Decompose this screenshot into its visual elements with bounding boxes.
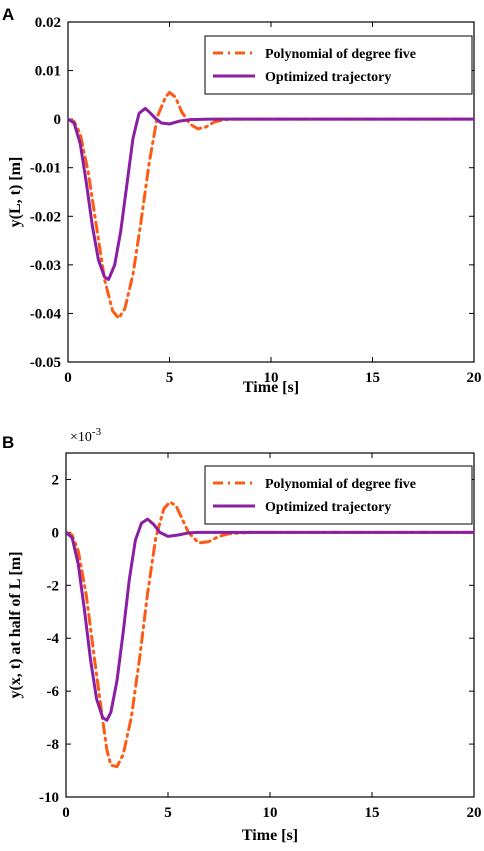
y-tick-label: 2 [52,472,60,488]
y-tick-label: 0.02 [35,15,61,31]
x-tick-label: 15 [365,370,380,386]
x-tick-label: 5 [166,370,174,386]
x-tick-label: 10 [264,370,279,386]
panel-letter: A [2,5,14,24]
y-axis-multiplier-base: ×10 [70,430,92,445]
legend: Polynomial of degree five Optimized traje… [204,35,473,95]
y-axis-label: y(L, t) [m] [7,157,24,228]
y-axis-multiplier-exponent: -3 [92,426,102,438]
x-tick-label: 0 [62,805,70,821]
panel-letter: B [2,433,14,452]
chart-panel-a: A 0.020.010-0.01-0.02-0.03-0.04-0.050 5 10 1… [2,5,482,396]
y-tick-label: -4 [47,631,60,647]
y-tick-label: -0.02 [30,209,61,225]
legend-entry-label: Optimized trajectory [265,70,391,85]
y-tick-label: -0.05 [30,355,61,371]
x-tick-label: 5 [164,805,172,821]
legend-entry-label: Polynomial of degree five [265,477,416,492]
y-tick-label: -6 [47,684,60,700]
legend-box [204,35,473,95]
legend-entry-label: Polynomial of degree five [265,47,416,62]
y-axis-multiplier: ×10-3 [70,426,102,445]
y-tick-label: -2 [47,578,60,594]
y-tick-label: 0 [54,112,62,128]
x-tick-label: 10 [263,805,278,821]
series-line-polynomial [66,500,474,769]
y-tick-label: -8 [47,737,60,753]
y-tick-label: 0.01 [35,64,61,80]
x-axis-label: Time [s] [242,827,298,844]
series-line-polynomial [68,90,474,320]
x-tick-label: 15 [365,805,380,821]
y-tick-label: -0.04 [30,306,62,322]
x-tick-label: 0 [64,370,72,386]
y-tick-label: -10 [39,790,59,806]
x-tick-label: 20 [467,805,482,821]
x-axis-label: Time [s] [243,379,299,396]
legend: Polynomial of degree five Optimized traje… [204,465,473,525]
legend-box [204,465,473,525]
series-line-optimized [68,106,474,281]
series-line-optimized [66,517,474,722]
legend-entry-label: Optimized trajectory [265,500,391,515]
y-tick-label: -0.01 [30,161,61,177]
y-tick-label: -0.03 [30,258,61,274]
y-tick-label: 0 [52,525,60,541]
x-tick-label: 20 [467,370,482,386]
y-axis-label: y(x, t) at half of L [m] [7,551,24,698]
